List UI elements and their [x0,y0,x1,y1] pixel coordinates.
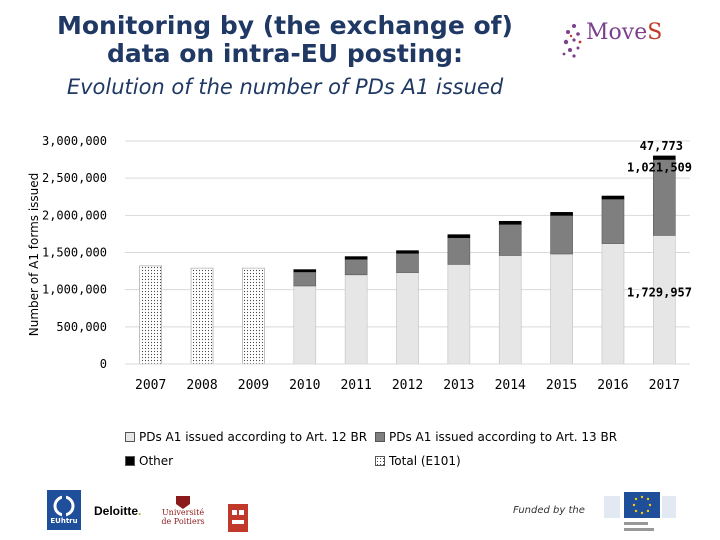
eu-stars-icon [632,495,652,515]
data-label: 1,729,957 [627,286,692,300]
legend-item: Other [125,454,173,468]
ethn-logo-label: EUhtru [50,517,78,525]
bar-art13 [293,271,317,287]
poitiers-logo: Université de Poitiers [161,508,205,526]
x-tick-label: 2013 [443,378,474,393]
legend-swatch [375,432,385,442]
partner-logos: EUhtru Deloitte. Université de Poitiers … [0,488,720,540]
funded-by-text: Funded by the [513,505,585,516]
page-title: Monitoring by (the exchange of) data on … [0,12,570,68]
bar-other [498,220,522,225]
ethn-logo [47,490,81,530]
y-tick-label: 2,500,000 [42,171,107,185]
a1-forms-chart: 0 500,000 1,000,000 1,500,000 2,000,000 2,500… [27,134,692,393]
chart-legend: PDs A1 issued according to Art. 12 BR PDs… [125,430,645,474]
x-tick-label: 2016 [597,378,628,393]
legend-item: PDs A1 issued according to Art. 13 BR [375,430,617,444]
bar-art12 [498,255,522,365]
bar-other [550,212,573,216]
bar-other [293,269,317,273]
y-tick-label: 1,000,000 [42,283,107,297]
legend-swatch [125,432,135,442]
moves-star-icon [562,24,582,58]
bar-art12 [293,285,317,365]
moves-wordmark: MoveS [586,20,663,45]
x-tick-label: 2014 [495,378,526,393]
bar-total-e101 [242,267,265,365]
poitiers-crest-icon [176,496,190,509]
bar-art13 [344,258,368,276]
x-tick-label: 2017 [649,378,680,393]
data-label: 47,773 [640,139,683,153]
y-tick-label: 3,000,000 [42,134,107,148]
ljubljana-logo [228,504,248,532]
bar-art12 [550,253,573,365]
bar-other [396,250,419,254]
bar-other [653,155,676,160]
x-tick-label: 2015 [546,378,577,393]
bar-art13 [498,223,522,256]
bar-other [344,256,368,260]
bar-art13 [447,237,471,265]
legend-label: Total (E101) [389,454,461,468]
bar-art12 [447,264,471,365]
legend-label: PDs A1 issued according to Art. 13 BR [389,430,618,444]
x-tick-label: 2009 [238,378,269,393]
x-tick-label: 2012 [392,378,423,393]
legend-item: Total (E101) [375,454,461,468]
bar-art13 [550,215,573,255]
x-tick-label: 2007 [135,378,166,393]
bar-total-e101 [139,265,162,365]
legend-label: Other [139,454,174,468]
title-line-1: Monitoring by (the exchange of) [57,11,513,40]
x-tick-label: 2010 [289,378,320,393]
bar-art12 [396,272,419,365]
moves-logo: MoveS [560,14,700,70]
x-tick-label: 2008 [186,378,217,393]
bar-art13 [396,252,419,273]
y-tick-label: 500,000 [56,320,107,334]
y-tick-label: 1,500,000 [42,246,107,260]
legend-item: PDs A1 issued according to Art. 12 BR [125,430,367,444]
bar-total-e101 [190,267,214,365]
bar-art12 [344,274,368,365]
legend-swatch [375,456,385,466]
legend-label: PDs A1 issued according to Art. 12 BR [139,430,368,444]
y-tick-label: 2,000,000 [42,208,107,222]
bar-other [601,195,625,200]
page-subtitle: Evolution of the number of PDs A1 issued [66,75,504,99]
title-line-2: data on intra-EU posting: [106,39,464,68]
x-tick-label: 2011 [340,378,371,393]
bar-other [447,234,471,238]
eu-commission-logo [604,492,676,531]
y-axis-label: Number of A1 forms issued [27,173,41,337]
deloitte-logo: Deloitte. [94,504,142,518]
bar-art12 [601,243,625,365]
legend-swatch [125,456,135,466]
data-label: 1,021,509 [627,160,692,174]
y-tick-label: 0 [100,357,107,371]
bar-art13 [601,198,625,244]
